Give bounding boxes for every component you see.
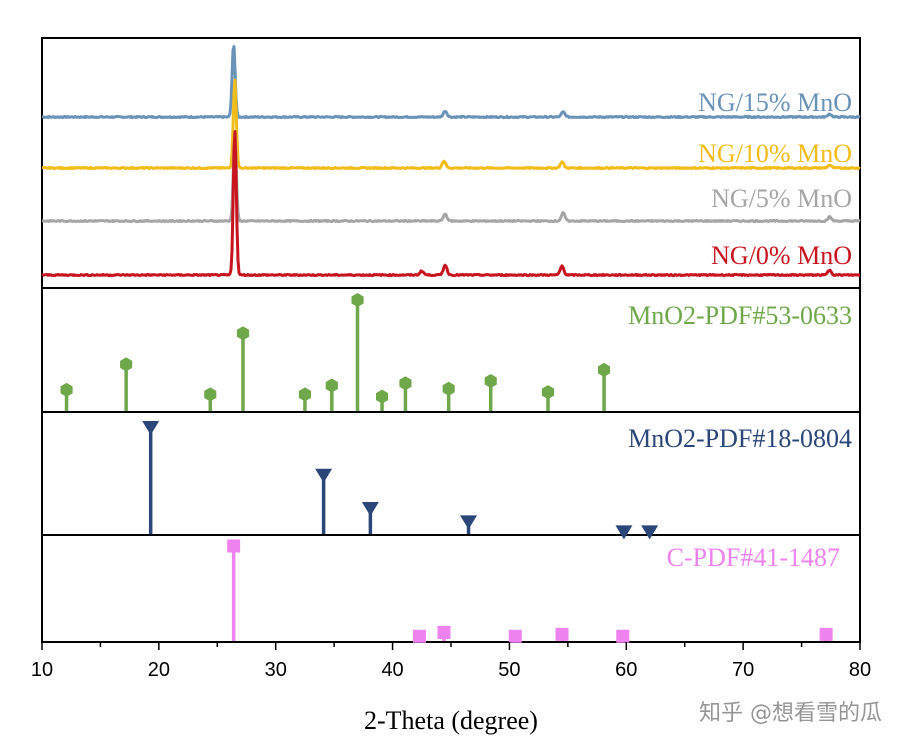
x-tick-label-80: 80	[849, 659, 871, 681]
label-mno2-53: MnO2-PDF#53-0633	[628, 301, 852, 330]
label-c-41: C-PDF#41-1487	[667, 543, 840, 572]
xrd-trace-ng15	[41, 45, 861, 120]
label-ng15: NG/15% MnO	[698, 88, 852, 117]
ref-marker-mno2_53-9	[442, 381, 455, 396]
watermark: 知乎 @想看雪的瓜	[699, 701, 882, 726]
x-tick-label-40: 40	[381, 659, 403, 681]
ref-marker-mno2_53-11	[541, 385, 555, 400]
ref-marker-c_41-0	[227, 539, 241, 553]
ref-marker-c_41-1	[412, 629, 426, 643]
x-tick-label-70: 70	[732, 659, 754, 681]
x-tick-label-50: 50	[498, 659, 520, 681]
ref-marker-c_41-2	[437, 625, 451, 639]
ref-marker-mno2_53-4	[298, 387, 311, 402]
ref-marker-mno2_18-0	[142, 421, 160, 435]
ref-marker-mno2_53-12	[598, 362, 611, 377]
x-axis: 10 20 30 40 50 60 70 80	[31, 642, 871, 681]
x-tick-label-20: 20	[148, 659, 170, 681]
ref-marker-mno2_18-5	[641, 525, 659, 540]
ref-marker-mno2_18-2	[361, 502, 379, 517]
ref-marker-mno2_53-2	[204, 387, 217, 402]
ref-marker-mno2_53-6	[351, 293, 364, 307]
label-ng5: NG/5% MnO	[711, 184, 852, 213]
label-ng0: NG/0% MnO	[711, 241, 852, 270]
x-tick-label-30: 30	[265, 659, 287, 681]
ref-marker-mno2_53-1	[120, 357, 133, 372]
xrd-trace-ng0	[41, 130, 861, 278]
ref-marker-mno2_18-3	[460, 515, 478, 530]
x-axis-title: 2-Theta (degree)	[364, 706, 538, 735]
reference-pattern-group	[60, 293, 833, 643]
xrd-trace-ng5	[41, 131, 861, 224]
ref-marker-mno2_53-8	[399, 376, 412, 391]
ref-marker-c_41-4	[555, 627, 569, 641]
ref-marker-mno2_53-0	[60, 382, 73, 397]
ref-marker-mno2_18-4	[615, 525, 633, 540]
ref-marker-mno2_53-7	[376, 389, 389, 404]
ref-marker-c_41-6	[819, 627, 833, 641]
ref-marker-mno2_18-1	[315, 468, 333, 483]
x-tick-label-10: 10	[31, 659, 53, 681]
ref-marker-c_41-3	[508, 629, 522, 643]
ref-marker-mno2_53-3	[236, 326, 250, 341]
x-tick-label-60: 60	[615, 659, 637, 681]
label-ng10: NG/10% MnO	[698, 139, 852, 168]
xrd-series-group	[41, 45, 861, 278]
xrd-trace-ng10	[41, 78, 861, 171]
ref-marker-mno2_53-5	[325, 378, 338, 393]
ref-marker-mno2_53-10	[484, 374, 497, 388]
label-mno2-18: MnO2-PDF#18-0804	[628, 424, 852, 453]
ref-marker-c_41-5	[616, 629, 630, 643]
